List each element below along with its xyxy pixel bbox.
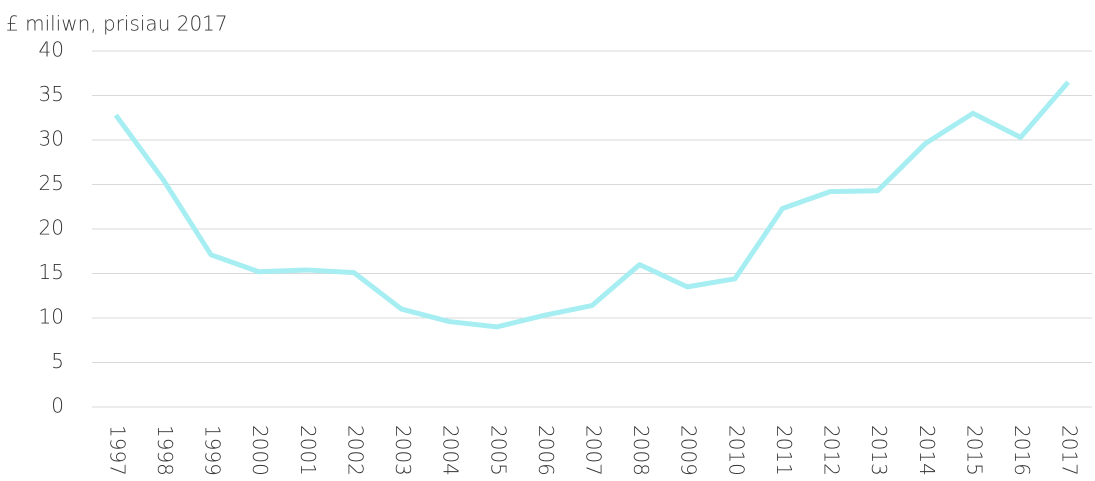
x-tick-label: 2007 [582, 425, 606, 476]
line [113, 80, 1071, 330]
x-tick-label: 2006 [534, 425, 558, 476]
x-tick-label: 2004 [439, 425, 463, 476]
x-tick-label: 2001 [296, 425, 320, 476]
y-tick-label: 20 [39, 216, 64, 240]
x-tick-label: 1999 [201, 425, 225, 476]
y-tick-label: 10 [39, 305, 64, 329]
x-tick-label: 1997 [105, 425, 129, 476]
x-tick-label: 2005 [486, 425, 510, 476]
axis-title: £ miliwn, prisiau 2017 [6, 12, 228, 36]
x-tick-label: 2003 [391, 425, 415, 476]
y-tick-label: 5 [51, 349, 64, 373]
x-tick-label: 1998 [153, 425, 177, 476]
x-tick-label: 2010 [724, 425, 748, 476]
x-tick-label: 2009 [677, 425, 701, 476]
y-tick-label: 40 [39, 38, 64, 62]
y-tick-label: 15 [39, 260, 64, 284]
y-tick-label: 35 [39, 82, 64, 106]
x-tick-label: 2014 [915, 425, 939, 476]
x-tick-label: 2011 [772, 425, 796, 476]
x-tick-label: 2002 [343, 425, 367, 476]
x-tick-label: 2013 [867, 425, 891, 476]
x-tick-label: 2012 [820, 425, 844, 476]
y-tick-label: 30 [39, 127, 64, 151]
x-tick-label: 2000 [248, 425, 272, 476]
x-tick-label: 2008 [629, 425, 653, 476]
x-tick-label: 2016 [1010, 425, 1034, 476]
x-tick-label: 2015 [962, 425, 986, 476]
y-tick-label: 0 [51, 394, 64, 418]
y-tick-label: 25 [39, 171, 64, 195]
x-tick-label: 2017 [1058, 425, 1082, 476]
